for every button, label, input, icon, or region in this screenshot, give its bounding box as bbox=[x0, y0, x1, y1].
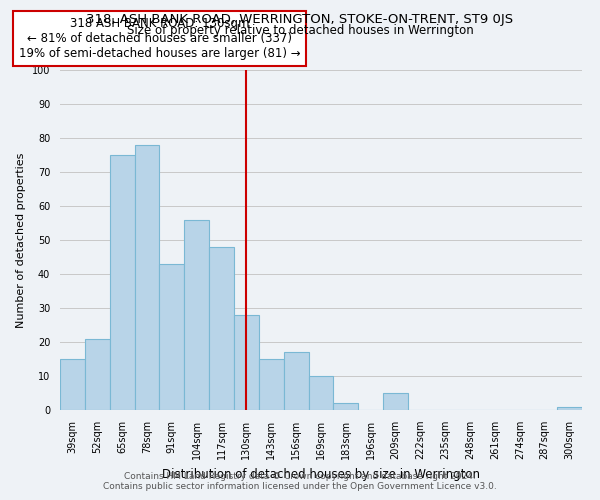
Text: Size of property relative to detached houses in Werrington: Size of property relative to detached ho… bbox=[127, 24, 473, 37]
Text: Contains public sector information licensed under the Open Government Licence v3: Contains public sector information licen… bbox=[103, 482, 497, 491]
Bar bbox=[234, 315, 259, 410]
X-axis label: Distribution of detached houses by size in Werrington: Distribution of detached houses by size … bbox=[162, 468, 480, 480]
Bar bbox=[60, 359, 85, 410]
Bar bbox=[209, 247, 234, 410]
Y-axis label: Number of detached properties: Number of detached properties bbox=[16, 152, 26, 328]
Bar bbox=[334, 403, 358, 410]
Text: Contains HM Land Registry data © Crown copyright and database right 2024.: Contains HM Land Registry data © Crown c… bbox=[124, 472, 476, 481]
Bar bbox=[184, 220, 209, 410]
Bar bbox=[284, 352, 308, 410]
Bar bbox=[134, 145, 160, 410]
Text: 318 ASH BANK ROAD: 130sqm
← 81% of detached houses are smaller (337)
19% of semi: 318 ASH BANK ROAD: 130sqm ← 81% of detac… bbox=[19, 17, 300, 60]
Bar bbox=[85, 338, 110, 410]
Bar bbox=[383, 393, 408, 410]
Bar bbox=[110, 155, 134, 410]
Bar bbox=[308, 376, 334, 410]
Bar bbox=[557, 406, 582, 410]
Bar bbox=[160, 264, 184, 410]
Bar bbox=[259, 359, 284, 410]
Text: 318, ASH BANK ROAD, WERRINGTON, STOKE-ON-TRENT, ST9 0JS: 318, ASH BANK ROAD, WERRINGTON, STOKE-ON… bbox=[86, 12, 514, 26]
